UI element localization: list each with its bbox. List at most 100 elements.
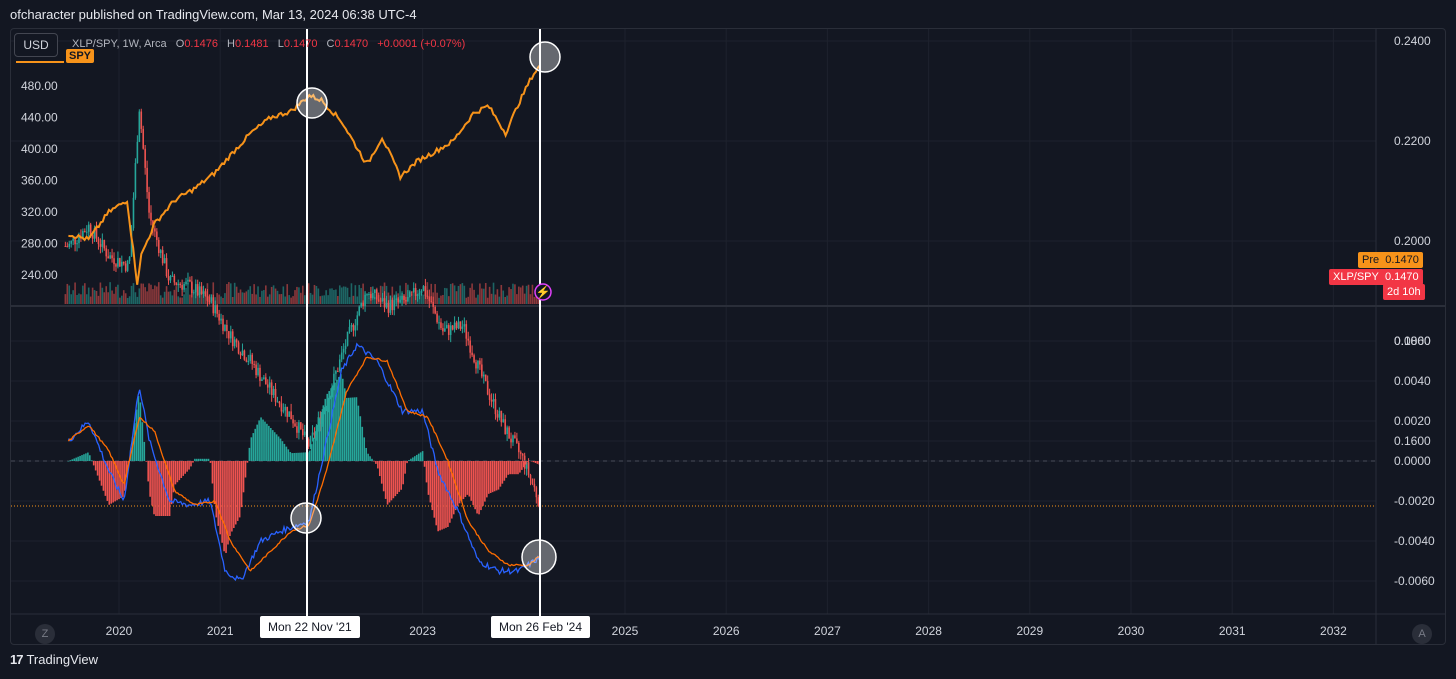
candle-body	[200, 286, 203, 294]
macd-histogram-bar	[205, 458, 208, 461]
candle-body	[171, 275, 174, 277]
macd-histogram-bar	[69, 460, 72, 461]
macd-histogram-bar	[414, 456, 416, 461]
macd-histogram-bar	[536, 461, 539, 464]
macd-histogram-bar	[365, 447, 367, 461]
volume-bar	[237, 292, 240, 304]
volume-bar	[292, 296, 294, 304]
volume-bar	[171, 295, 174, 304]
candle-body	[321, 412, 324, 424]
macd-histogram-bar	[151, 461, 153, 506]
volume-bar	[222, 297, 224, 304]
volume-bar	[451, 283, 454, 304]
macd-histogram-bar	[439, 461, 441, 531]
volume-bar	[333, 289, 335, 304]
macd-histogram-bar	[497, 461, 500, 490]
macd-histogram-bar	[178, 461, 181, 481]
macd-histogram-bar	[147, 461, 149, 482]
volume-bar	[278, 294, 281, 304]
candle-body	[165, 258, 168, 276]
volume-bar	[428, 296, 431, 304]
volume-bar	[463, 285, 466, 304]
volume-bar	[362, 283, 364, 304]
macd-histogram-bar	[219, 461, 221, 535]
candle-body	[331, 387, 333, 397]
candle-body	[516, 438, 518, 443]
volume-bar	[259, 296, 261, 304]
volume-bar	[521, 285, 524, 304]
candle-body	[204, 291, 207, 296]
chart-canvas[interactable]: 0.2400 0.2200 0.2000 0.1800 0.1600 0.0060 0.00…	[11, 29, 1445, 644]
candle-body	[280, 403, 283, 412]
volume-bar	[191, 282, 193, 304]
left-axis-tick-spy: 440.00	[21, 111, 58, 125]
macd-histogram-bar	[96, 461, 99, 476]
macd-histogram-bar	[489, 461, 492, 493]
candle-body	[115, 264, 117, 267]
candle-body	[298, 422, 300, 433]
macd-histogram-bar	[240, 461, 243, 508]
candle-body	[488, 394, 491, 400]
candle-body	[276, 401, 279, 403]
x-axis-tick: 2026	[713, 624, 740, 638]
macd-histogram-bar	[215, 461, 218, 518]
candle-body	[266, 384, 269, 388]
macd-histogram-bar	[312, 437, 315, 461]
candle-body	[169, 276, 172, 281]
candle-body	[87, 224, 90, 232]
candle-body	[167, 275, 170, 281]
currency-button[interactable]: USD	[14, 33, 58, 57]
macd-histogram-bar	[443, 461, 445, 529]
macd-histogram-bar	[94, 461, 97, 471]
candle-body	[138, 111, 141, 142]
candle-body	[193, 292, 195, 294]
macd-histogram-bar	[450, 461, 453, 519]
candle-body	[292, 419, 294, 424]
candle-body	[150, 212, 152, 221]
volume-bar	[115, 286, 117, 304]
volume-bar	[379, 285, 382, 304]
lightning-icon: ⚡	[536, 285, 551, 299]
candle-body	[173, 275, 176, 283]
macd-histogram-bar	[470, 461, 473, 501]
candle-body	[337, 371, 339, 373]
volume-bar	[150, 284, 152, 304]
macd-histogram-bar	[256, 424, 258, 461]
candle-body	[220, 318, 222, 321]
volume-bar	[113, 293, 115, 304]
macd-histogram-bar	[526, 461, 529, 462]
candle-body	[385, 302, 388, 308]
volume-bar	[412, 292, 415, 304]
macd-histogram-bar	[532, 461, 535, 463]
macd-histogram-bar	[299, 452, 301, 461]
macd-histogram-bar	[271, 430, 274, 461]
macd-histogram-bar	[519, 461, 521, 473]
macd-histogram-bar	[515, 461, 517, 475]
macd-histogram-bar	[314, 431, 317, 461]
volume-bar	[440, 295, 442, 304]
candle-body	[282, 410, 285, 412]
volume-bar	[385, 285, 388, 304]
spy-overlay-label[interactable]: SPY	[66, 49, 95, 63]
x-axis-tick: 2020	[106, 624, 133, 638]
candle-body	[179, 283, 181, 286]
zoom-button[interactable]: Z	[35, 624, 55, 644]
legend-h-label: H	[227, 38, 235, 50]
macd-histogram-bar	[104, 461, 107, 496]
auto-scale-button[interactable]: A	[1412, 624, 1432, 644]
macd-histogram-bar	[233, 461, 235, 528]
candle-body	[241, 350, 244, 356]
volume-bar	[229, 283, 232, 304]
chart-frame[interactable]: 0.2400 0.2200 0.2000 0.1800 0.1600 0.0060 0.00…	[10, 28, 1446, 645]
volume-bar	[307, 283, 310, 304]
volume-bar	[502, 290, 505, 304]
macd-histogram-bar	[458, 461, 461, 504]
macd-histogram-bar	[211, 461, 214, 484]
volume-bar	[216, 293, 218, 304]
candle-body	[438, 322, 440, 324]
volume-bar	[519, 287, 522, 304]
candle-body	[481, 364, 483, 377]
candle-body	[537, 497, 540, 507]
volume-bar	[410, 293, 413, 304]
candle-body	[119, 258, 121, 267]
